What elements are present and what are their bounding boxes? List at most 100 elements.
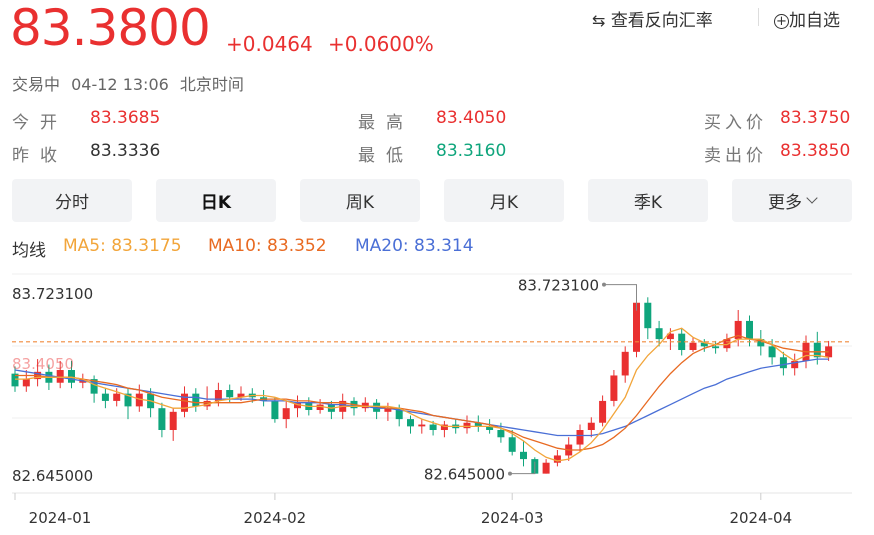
- candle-body: [734, 320, 742, 340]
- candle-body: [621, 351, 629, 376]
- high-annotation-dot: [602, 282, 606, 287]
- candle-body: [779, 357, 787, 369]
- candle-body: [11, 373, 19, 387]
- candle-body: [22, 379, 30, 387]
- tab-monthly-k-label: 月K: [489, 193, 519, 213]
- tab-weekly-k[interactable]: 周K: [300, 179, 420, 222]
- tab-daily-k[interactable]: 日K: [156, 179, 276, 222]
- price-change: +0.0464: [226, 32, 313, 56]
- candle-body: [395, 408, 403, 420]
- low-annotation-line: [510, 461, 536, 475]
- tab-quarterly-k[interactable]: 季K: [588, 179, 708, 222]
- candle-body: [474, 422, 482, 427]
- ma20-legend: MA20: 83.314: [355, 236, 474, 256]
- candle-body: [135, 393, 143, 407]
- bid-value: 83.3750: [780, 108, 851, 128]
- candle-body: [158, 408, 166, 431]
- swap-icon: ⇆: [592, 11, 606, 30]
- high-label: 最高: [358, 113, 414, 133]
- tab-intraday-label: 分时: [55, 193, 89, 213]
- quote-time: 04-12 13:06: [71, 75, 169, 94]
- y-min-label: 82.645000: [12, 467, 93, 485]
- candle-body: [181, 393, 188, 412]
- candle-body: [587, 422, 595, 431]
- low-annotation-label: 82.645000: [424, 466, 505, 484]
- current-price: 83.3800: [10, 0, 211, 57]
- candle-body: [124, 393, 132, 407]
- candle-body: [746, 320, 753, 340]
- x-tick-label: 2024-01: [29, 509, 92, 527]
- tab-daily-k-label: 日K: [200, 193, 232, 213]
- candle-body: [813, 342, 821, 358]
- ma5-legend: MA5: 83.3175: [63, 236, 182, 256]
- open-value: 83.3685: [90, 108, 161, 128]
- prev-close-label: 昨收: [12, 146, 68, 166]
- high-value: 83.4050: [436, 108, 507, 128]
- prev-close-value: 83.3336: [90, 141, 161, 161]
- candle-body: [723, 339, 731, 349]
- tab-quarterly-k-label: 季K: [633, 193, 663, 213]
- candle-body: [192, 393, 200, 407]
- candle-body: [497, 430, 505, 438]
- candle-body: [68, 370, 75, 383]
- reverse-rate-link[interactable]: ⇆ 查看反向汇率: [592, 6, 713, 31]
- price-change-percent: +0.0600%: [328, 32, 434, 56]
- candle-body: [655, 328, 663, 340]
- tab-more-label: 更多: [768, 193, 802, 213]
- candle-body: [90, 379, 98, 394]
- candle-body: [712, 346, 720, 349]
- x-tick-label: 2024-03: [481, 509, 544, 527]
- x-tick-label: 2024-04: [729, 509, 792, 527]
- divider: [758, 8, 759, 26]
- ma20-line: [14, 358, 829, 437]
- ask-label: 卖出价: [704, 146, 767, 166]
- candle-body: [429, 424, 437, 431]
- candle-body: [553, 455, 561, 463]
- tab-weekly-k-label: 周K: [345, 193, 375, 213]
- candle-body: [576, 430, 584, 445]
- candle-body: [791, 360, 799, 369]
- candle-body: [520, 451, 527, 460]
- low-annotation-dot: [508, 471, 512, 476]
- candle-body: [169, 411, 177, 431]
- candle-body: [700, 342, 708, 347]
- add-watchlist-button[interactable]: + 加自选: [774, 6, 840, 31]
- candle-body: [644, 302, 652, 329]
- timezone: 北京时间: [179, 75, 244, 94]
- current-price-axis-label: 83.4050: [12, 355, 74, 373]
- y-max-label: 83.723100: [12, 285, 93, 303]
- candle-body: [237, 393, 245, 398]
- candle-body: [407, 419, 414, 427]
- candle-body: [689, 342, 697, 351]
- candle-body: [757, 339, 765, 347]
- tab-more[interactable]: 更多: [732, 179, 852, 222]
- tab-monthly-k[interactable]: 月K: [444, 179, 564, 222]
- x-tick-label: 2024-02: [244, 509, 307, 527]
- bid-label: 买入价: [704, 113, 767, 133]
- candle-body: [101, 393, 109, 401]
- candle-body: [418, 424, 426, 427]
- candle-body: [316, 404, 324, 411]
- reverse-rate-label: 查看反向汇率: [610, 11, 713, 31]
- candle-body: [678, 333, 686, 351]
- candle-body: [440, 424, 448, 431]
- candle-body: [384, 408, 392, 412]
- tab-intraday[interactable]: 分时: [12, 179, 132, 222]
- open-label: 今开: [12, 113, 68, 133]
- high-annotation-line: [604, 284, 637, 311]
- candle-body: [271, 400, 279, 420]
- candle-body: [542, 462, 550, 474]
- ask-value: 83.3850: [780, 141, 851, 161]
- candle-body: [282, 408, 290, 420]
- ma-title: 均线: [12, 241, 46, 261]
- candle-body: [633, 302, 640, 352]
- candle-body: [610, 375, 618, 401]
- ma10-line: [15, 334, 829, 451]
- add-watchlist-label: 加自选: [789, 11, 840, 31]
- candle-body: [463, 422, 471, 429]
- trade-status-line: 交易中 04-12 13:06 北京时间: [12, 71, 244, 95]
- candle-body: [113, 393, 121, 401]
- high-annotation-label: 83.723100: [518, 277, 599, 295]
- low-value: 83.3160: [436, 141, 507, 161]
